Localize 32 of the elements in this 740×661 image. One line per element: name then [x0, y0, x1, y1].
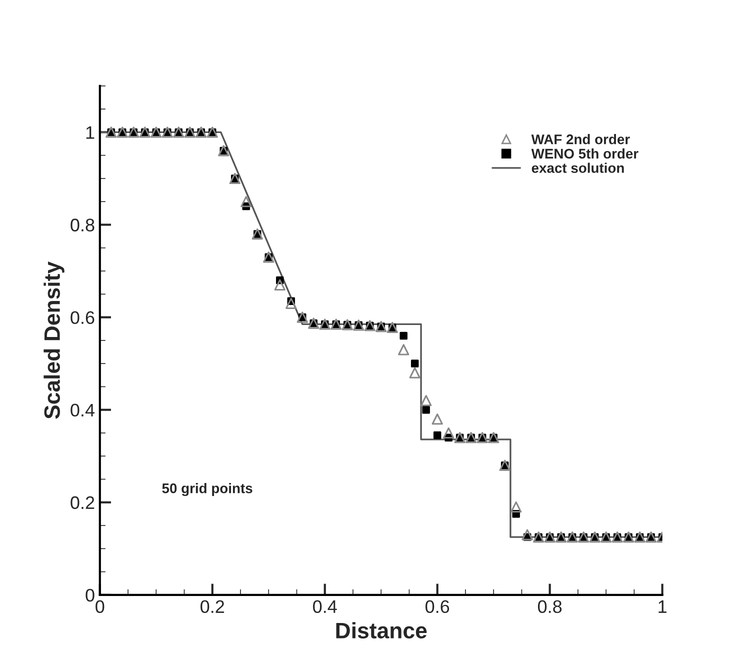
point: [510, 501, 522, 513]
point: [420, 394, 432, 406]
point: [422, 406, 430, 414]
point: [286, 298, 297, 309]
point: [398, 344, 410, 356]
annotation: 50 grid points: [162, 483, 252, 496]
point: [400, 332, 408, 340]
point: [409, 367, 420, 378]
y-tick-label: 1: [86, 126, 94, 139]
x-axis-title: Distance: [336, 622, 427, 638]
x-tick-label: 1: [658, 600, 666, 613]
legend-label: WAF 2nd order: [531, 134, 630, 144]
x-tick-label: 0.6: [425, 600, 450, 614]
x-tick-label: 0.4: [313, 600, 337, 614]
point: [240, 196, 252, 208]
y-tick-label: 0.4: [70, 404, 95, 417]
x-tick-label: 0.2: [200, 600, 224, 614]
point: [274, 279, 286, 290]
legend-label: WENO 5th order: [531, 148, 638, 159]
point: [432, 414, 443, 425]
x-tick-label: 0.8: [538, 600, 562, 614]
point: [410, 360, 419, 368]
y-tick-label: 0.6: [70, 311, 94, 324]
y-tick-label: 0: [86, 588, 94, 602]
point: [433, 431, 442, 440]
x-tick-label: 0: [96, 600, 104, 614]
point: [522, 529, 533, 540]
legend-label: exact solution: [532, 162, 624, 173]
point: [443, 427, 454, 439]
y-tick-label: 0.2: [70, 496, 94, 510]
y-axis-title: Scaled Density: [44, 261, 64, 419]
y-tick-label: 0.8: [70, 218, 94, 232]
